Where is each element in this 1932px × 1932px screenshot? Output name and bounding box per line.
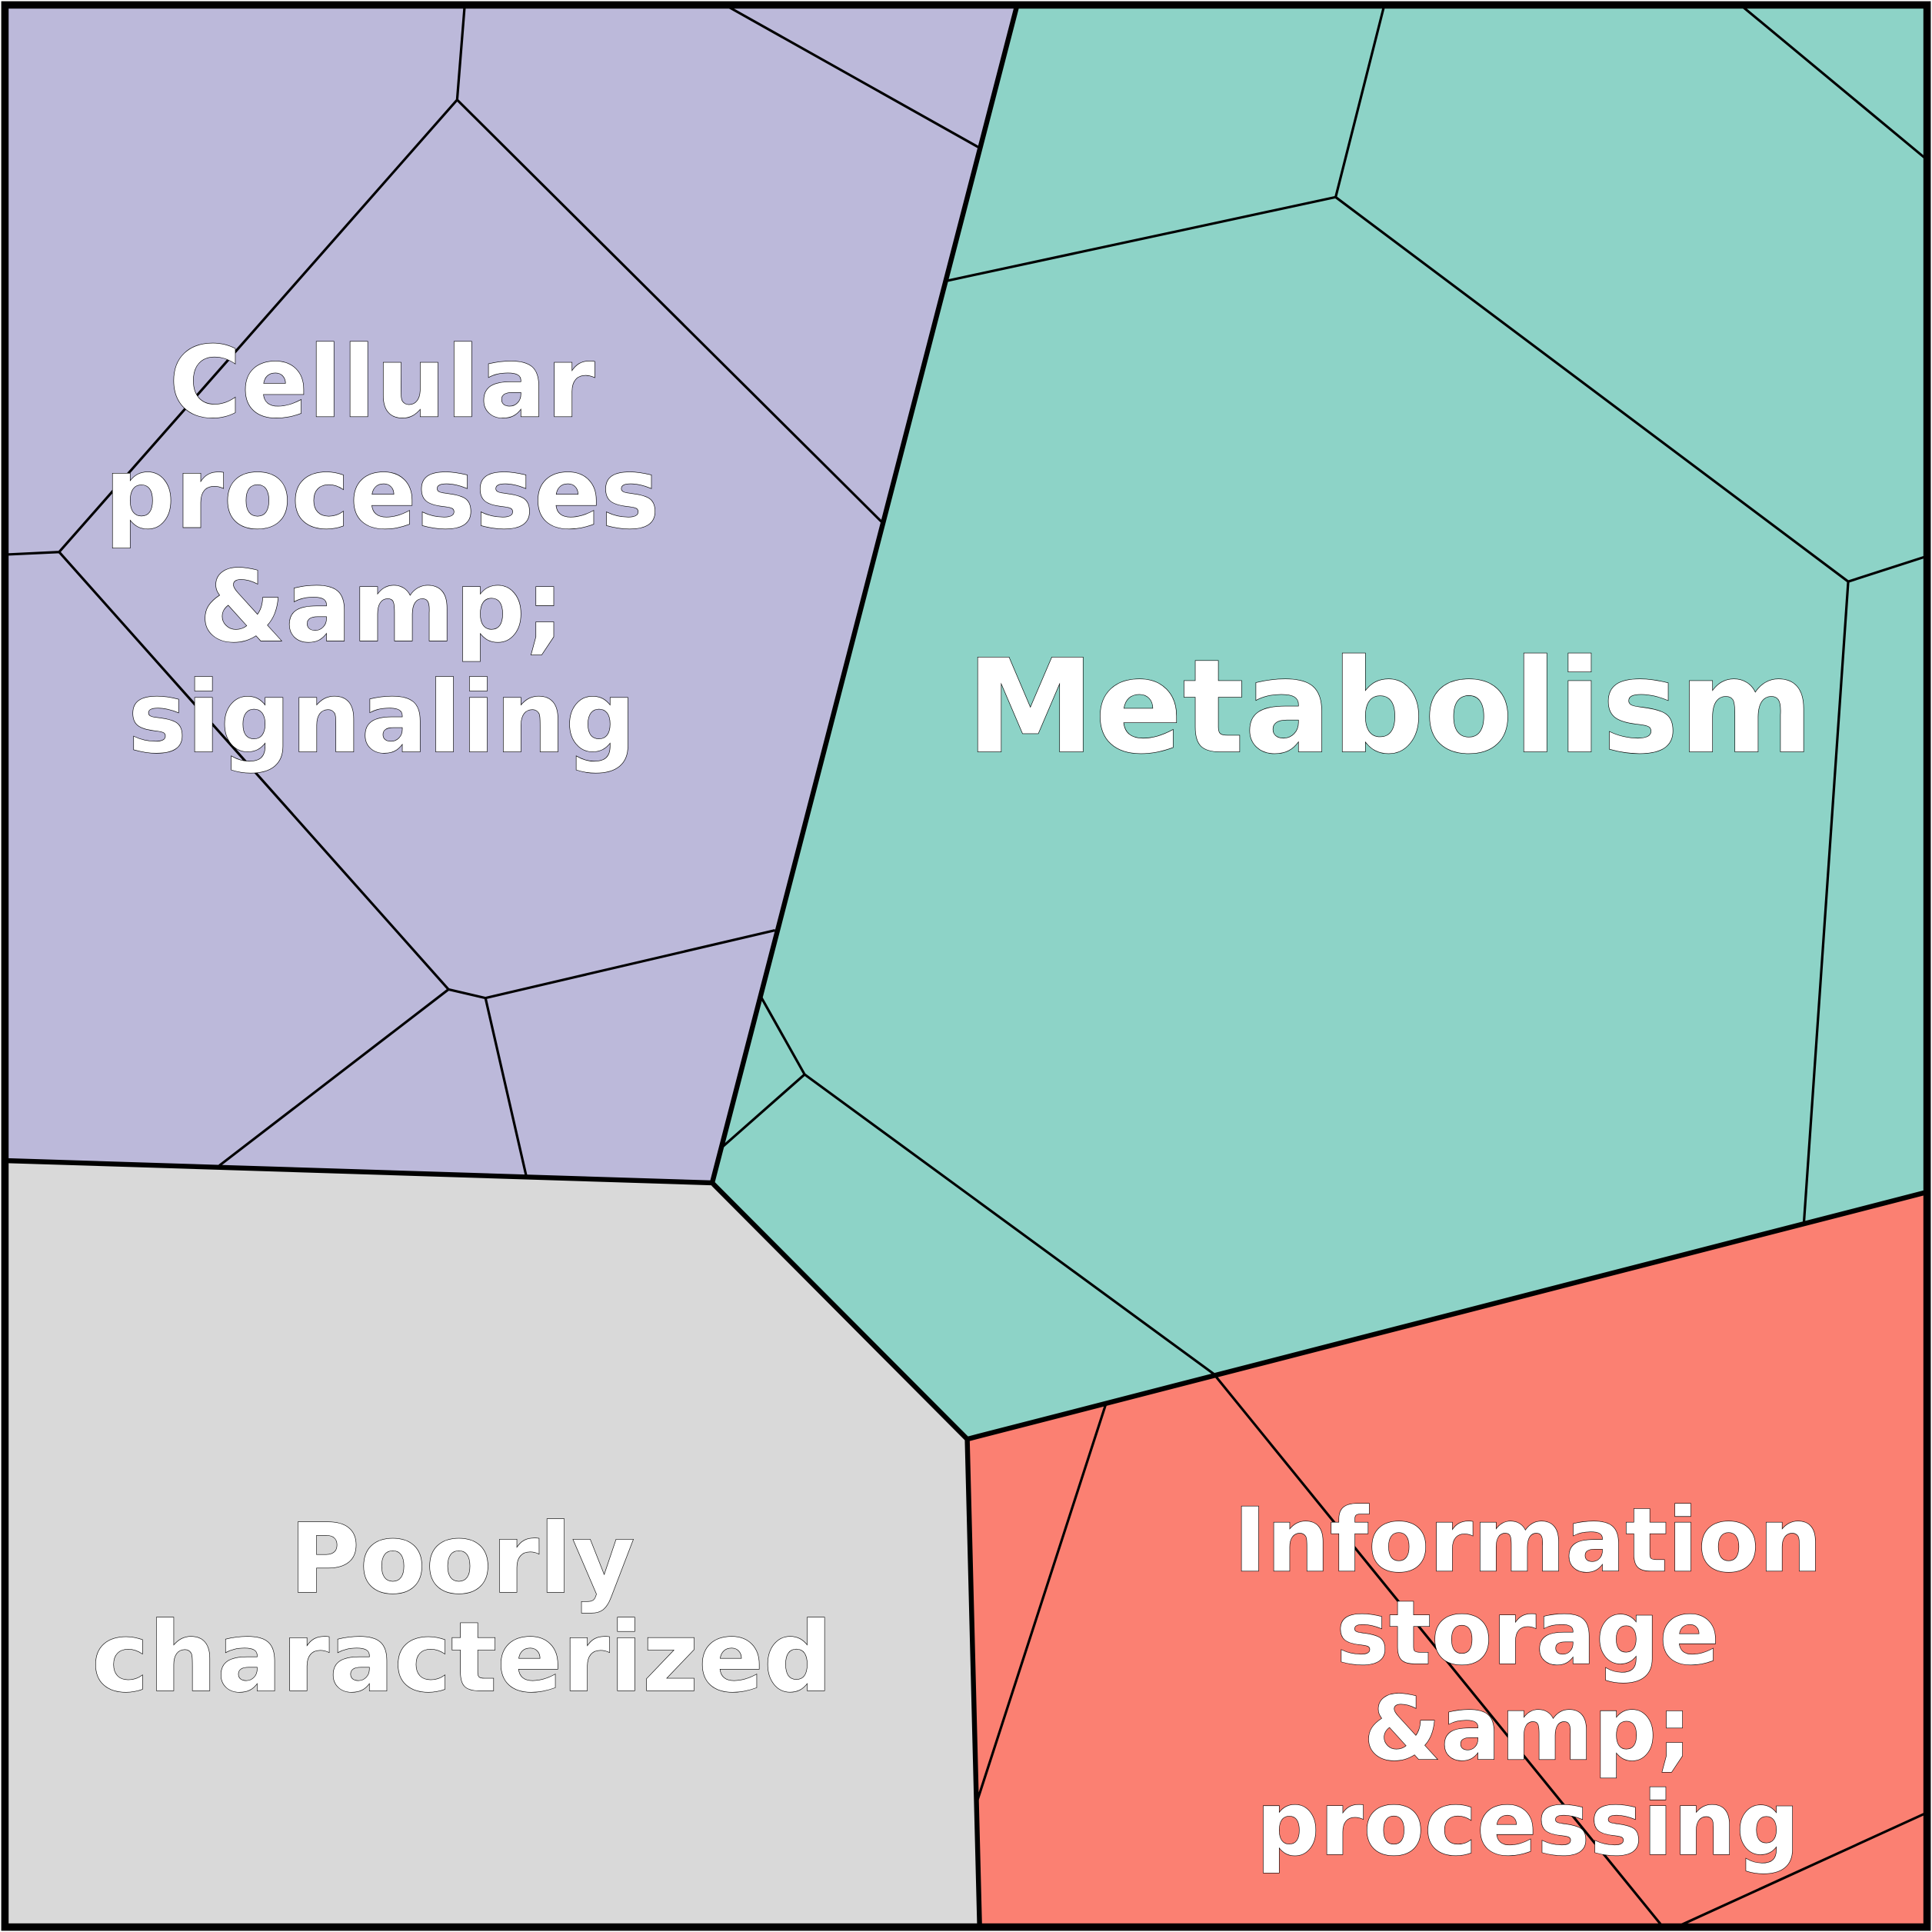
region-label: &amp; [199, 550, 565, 665]
region-cell [7, 7, 1017, 1183]
region-label: storage [1336, 1582, 1719, 1685]
region-label: signaling [128, 661, 636, 775]
region-label: Information [1234, 1490, 1822, 1593]
region-cell [711, 7, 1925, 1440]
region-label: Metabolism [966, 631, 1814, 782]
region-cell [967, 1192, 1925, 1925]
region-label: processing [1256, 1773, 1800, 1876]
sub-cell-borders [7, 6, 1926, 1926]
region-label: processes [105, 437, 660, 551]
region-label: Poorly [289, 1504, 635, 1615]
region-cell [7, 1161, 980, 1925]
region-label: Cellular [169, 325, 595, 440]
region-label: &amp; [1364, 1678, 1692, 1781]
region-label: characterized [92, 1602, 832, 1714]
